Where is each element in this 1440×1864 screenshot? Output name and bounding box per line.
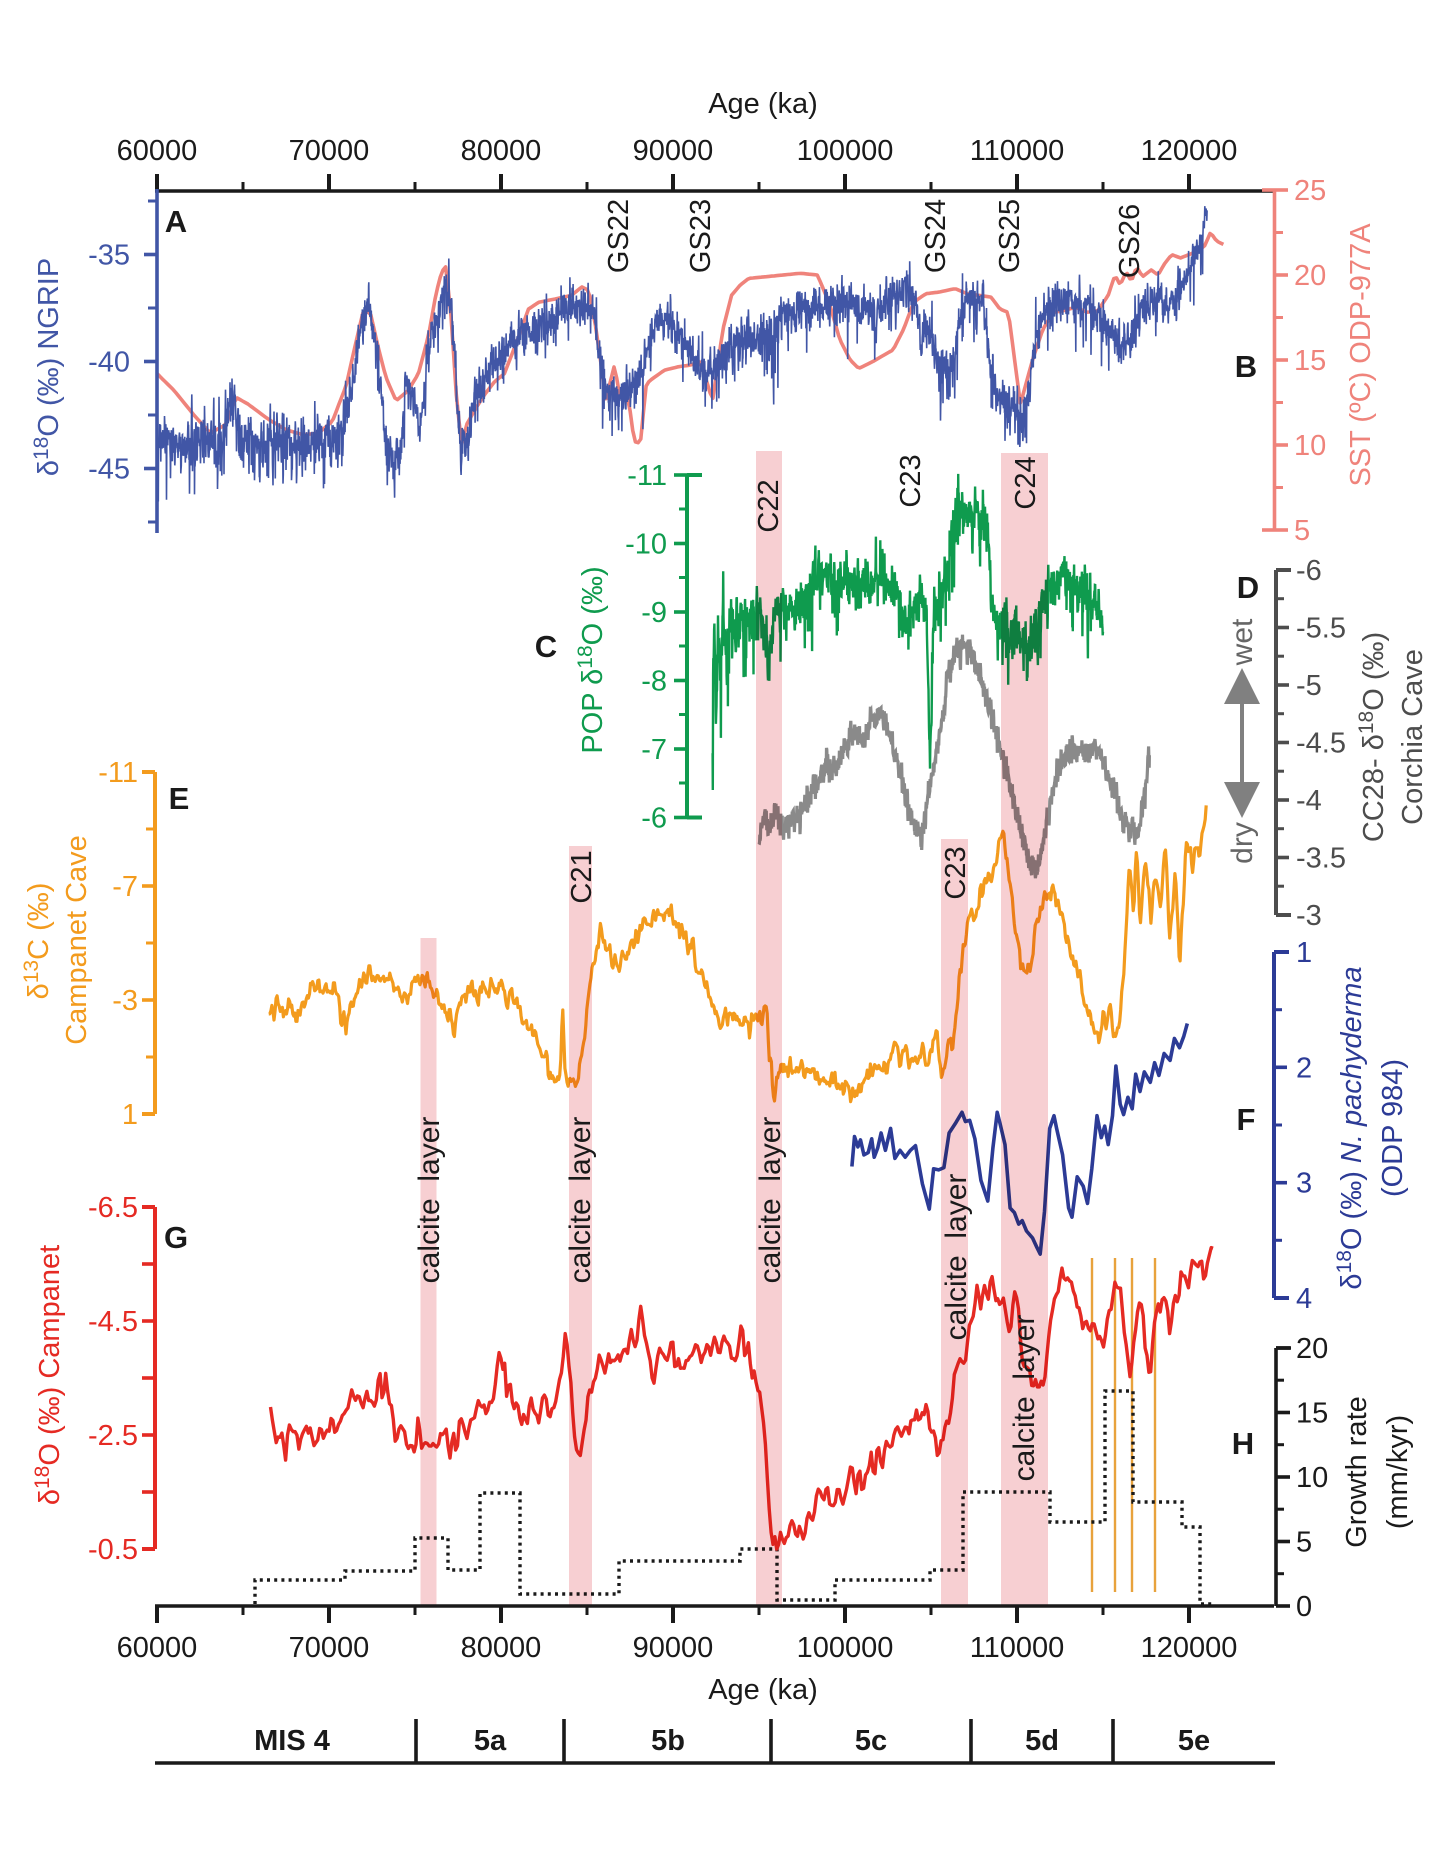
svg-text:60000: 60000 bbox=[117, 135, 198, 167]
svg-text:4: 4 bbox=[1296, 1283, 1312, 1315]
svg-text:δ18O (‰) Campanet: δ18O (‰) Campanet bbox=[31, 1245, 66, 1505]
svg-text:5: 5 bbox=[1294, 515, 1310, 547]
svg-text:C22: C22 bbox=[753, 479, 785, 532]
svg-text:CC28- δ18O (‰): CC28- δ18O (‰) bbox=[1355, 632, 1390, 842]
svg-text:calcite layer: calcite layer bbox=[1008, 1315, 1041, 1482]
svg-text:calcite layer: calcite layer bbox=[754, 1117, 787, 1284]
svg-text:110000: 110000 bbox=[970, 1632, 1065, 1664]
svg-text:B: B bbox=[1235, 349, 1257, 384]
svg-text:10: 10 bbox=[1294, 430, 1326, 462]
svg-text:5e: 5e bbox=[1178, 1725, 1210, 1757]
svg-text:80000: 80000 bbox=[461, 135, 542, 167]
svg-text:-10: -10 bbox=[625, 529, 667, 561]
svg-text:MIS 4: MIS 4 bbox=[254, 1725, 330, 1757]
svg-text:-6: -6 bbox=[641, 803, 667, 835]
svg-text:F: F bbox=[1237, 1102, 1256, 1137]
svg-text:C21: C21 bbox=[566, 850, 598, 903]
svg-text:90000: 90000 bbox=[633, 1632, 714, 1664]
svg-text:-4.5: -4.5 bbox=[1296, 728, 1346, 760]
svg-text:20: 20 bbox=[1296, 1333, 1328, 1365]
svg-text:GS25: GS25 bbox=[994, 199, 1026, 273]
svg-text:Age (ka): Age (ka) bbox=[708, 88, 818, 120]
svg-text:δ18O (‰) NGRIP: δ18O (‰) NGRIP bbox=[30, 258, 65, 476]
svg-text:GS24: GS24 bbox=[920, 199, 952, 273]
svg-text:5c: 5c bbox=[855, 1725, 887, 1757]
svg-text:calcite layer: calcite layer bbox=[940, 1174, 973, 1341]
svg-text:-8: -8 bbox=[641, 666, 667, 698]
svg-text:(ODP 984): (ODP 984) bbox=[1377, 1059, 1409, 1197]
svg-text:-11: -11 bbox=[627, 460, 667, 492]
svg-text:Age (ka): Age (ka) bbox=[708, 1674, 818, 1706]
svg-text:-6: -6 bbox=[1296, 555, 1322, 587]
svg-text:-2.5: -2.5 bbox=[88, 1420, 138, 1452]
svg-text:-35: -35 bbox=[88, 240, 130, 272]
svg-text:-11: -11 bbox=[98, 757, 138, 789]
svg-text:C24: C24 bbox=[1010, 456, 1042, 509]
svg-text:120000: 120000 bbox=[1141, 135, 1238, 167]
svg-text:120000: 120000 bbox=[1141, 1632, 1238, 1664]
svg-text:-7: -7 bbox=[641, 734, 667, 766]
svg-text:-5.5: -5.5 bbox=[1296, 613, 1346, 645]
svg-text:GS23: GS23 bbox=[685, 199, 717, 273]
svg-text:70000: 70000 bbox=[289, 1632, 370, 1664]
svg-text:C: C bbox=[535, 629, 557, 664]
svg-text:5a: 5a bbox=[474, 1725, 507, 1757]
svg-text:E: E bbox=[169, 781, 190, 816]
svg-text:100000: 100000 bbox=[797, 1632, 894, 1664]
svg-text:2: 2 bbox=[1296, 1052, 1312, 1084]
svg-text:0: 0 bbox=[1296, 1591, 1312, 1623]
svg-text:Campanet Cave: Campanet Cave bbox=[61, 835, 93, 1045]
svg-text:H: H bbox=[1232, 1426, 1254, 1461]
svg-text:Corchia Cave: Corchia Cave bbox=[1397, 649, 1429, 825]
svg-text:-9: -9 bbox=[641, 597, 667, 629]
svg-text:D: D bbox=[1237, 570, 1259, 605]
svg-text:-3.5: -3.5 bbox=[1296, 843, 1346, 875]
svg-text:1: 1 bbox=[122, 1099, 138, 1131]
svg-text:110000: 110000 bbox=[970, 135, 1065, 167]
svg-text:calcite layer: calcite layer bbox=[564, 1117, 597, 1284]
svg-text:-3: -3 bbox=[1296, 900, 1322, 932]
svg-text:60000: 60000 bbox=[117, 1632, 198, 1664]
svg-text:-40: -40 bbox=[88, 347, 130, 379]
svg-text:SST (ºC) ODP-977A: SST (ºC) ODP-977A bbox=[1345, 223, 1377, 487]
svg-text:G: G bbox=[164, 1220, 188, 1255]
svg-text:C23: C23 bbox=[895, 454, 927, 507]
svg-text:Growth rate: Growth rate bbox=[1341, 1396, 1373, 1548]
svg-text:δ18O (‰) N. pachyderma: δ18O (‰) N. pachyderma bbox=[1333, 966, 1368, 1289]
svg-text:5b: 5b bbox=[651, 1725, 685, 1757]
svg-text:10: 10 bbox=[1296, 1462, 1328, 1494]
svg-text:100000: 100000 bbox=[797, 135, 894, 167]
svg-text:wet: wet bbox=[1226, 618, 1259, 666]
svg-text:90000: 90000 bbox=[633, 135, 714, 167]
svg-text:-6.5: -6.5 bbox=[88, 1192, 138, 1224]
svg-text:25: 25 bbox=[1294, 175, 1326, 207]
svg-text:dry: dry bbox=[1226, 822, 1259, 864]
svg-text:A: A bbox=[165, 204, 187, 239]
svg-text:C23: C23 bbox=[940, 846, 972, 899]
svg-text:-3: -3 bbox=[112, 985, 138, 1017]
svg-text:GS26: GS26 bbox=[1114, 204, 1146, 278]
svg-text:70000: 70000 bbox=[289, 135, 370, 167]
svg-text:-0.5: -0.5 bbox=[88, 1534, 138, 1566]
svg-text:1: 1 bbox=[1296, 937, 1312, 969]
svg-text:15: 15 bbox=[1296, 1398, 1328, 1430]
svg-text:15: 15 bbox=[1294, 345, 1326, 377]
svg-text:20: 20 bbox=[1294, 260, 1326, 292]
svg-text:3: 3 bbox=[1296, 1168, 1312, 1200]
svg-text:(mm/kyr): (mm/kyr) bbox=[1382, 1415, 1414, 1529]
svg-text:calcite layer: calcite layer bbox=[413, 1117, 446, 1284]
svg-text:5d: 5d bbox=[1025, 1725, 1059, 1757]
svg-text:80000: 80000 bbox=[461, 1632, 542, 1664]
svg-text:5: 5 bbox=[1296, 1527, 1312, 1559]
svg-text:-4.5: -4.5 bbox=[88, 1306, 138, 1338]
svg-text:-7: -7 bbox=[112, 871, 138, 903]
svg-text:-4: -4 bbox=[1296, 785, 1322, 817]
svg-text:-45: -45 bbox=[88, 454, 130, 486]
svg-text:GS22: GS22 bbox=[603, 199, 635, 273]
svg-text:-5: -5 bbox=[1296, 670, 1322, 702]
